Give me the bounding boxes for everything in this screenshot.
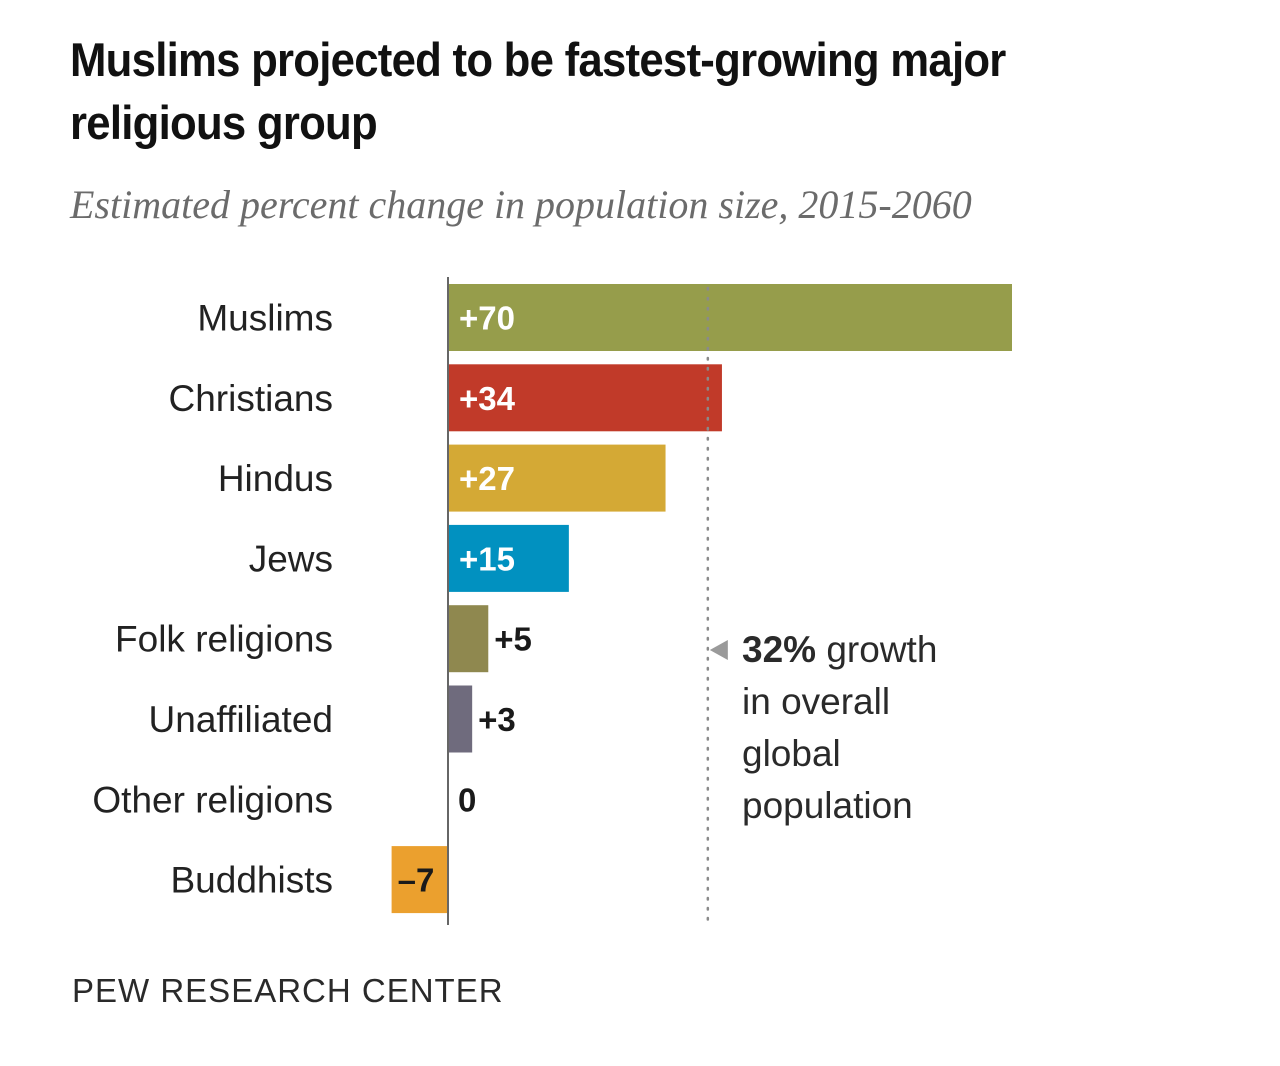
category-label-folk-religions: Folk religions (115, 619, 333, 660)
annotation-line-3: global (742, 733, 841, 774)
chart-title: Muslims projected to be fastest-growing … (70, 33, 1006, 149)
value-label-folk-religions: +5 (494, 621, 532, 658)
annotation-line-4: population (742, 785, 913, 826)
category-label-other-religions: Other religions (92, 779, 333, 820)
bar-hindus (448, 444, 666, 512)
bar-unaffiliated (448, 685, 473, 753)
category-label-unaffiliated: Unaffiliated (149, 699, 333, 740)
value-label-muslims: +70 (459, 300, 515, 337)
bars-layer (391, 284, 1012, 914)
category-label-muslims: Muslims (197, 298, 333, 339)
annotation-line-2: in overall (742, 681, 891, 722)
value-label-buddhists: –7 (398, 862, 435, 899)
source-credit: PEW RESEARCH CENTER (72, 972, 504, 1009)
labels-layer: Muslims +70 Christians +34 Hindus +27 Jews +15 F… (92, 298, 532, 901)
bar-muslims (448, 284, 1012, 351)
bar-buddhists (391, 846, 448, 914)
bar-jews (448, 524, 569, 592)
category-label-buddhists: Buddhists (171, 860, 334, 901)
category-label-hindus: Hindus (218, 458, 333, 499)
reference-annotation: 32% growth in overall global population (742, 624, 937, 832)
pointer-arrow-icon (709, 640, 728, 660)
annotation-line-1: growth (816, 629, 938, 670)
annotation-percent: 32% (742, 629, 817, 670)
value-label-unaffiliated: +3 (478, 701, 516, 738)
value-label-christians: +34 (459, 380, 516, 417)
value-label-jews: +15 (459, 540, 515, 577)
value-label-other-religions: 0 (458, 781, 476, 818)
chart-subtitle: Estimated percent change in population s… (70, 182, 972, 227)
bar-christians (448, 364, 722, 432)
category-label-jews: Jews (249, 538, 333, 579)
category-label-christians: Christians (169, 378, 334, 419)
value-label-hindus: +27 (459, 460, 515, 497)
bar-folk-religions (448, 605, 489, 673)
